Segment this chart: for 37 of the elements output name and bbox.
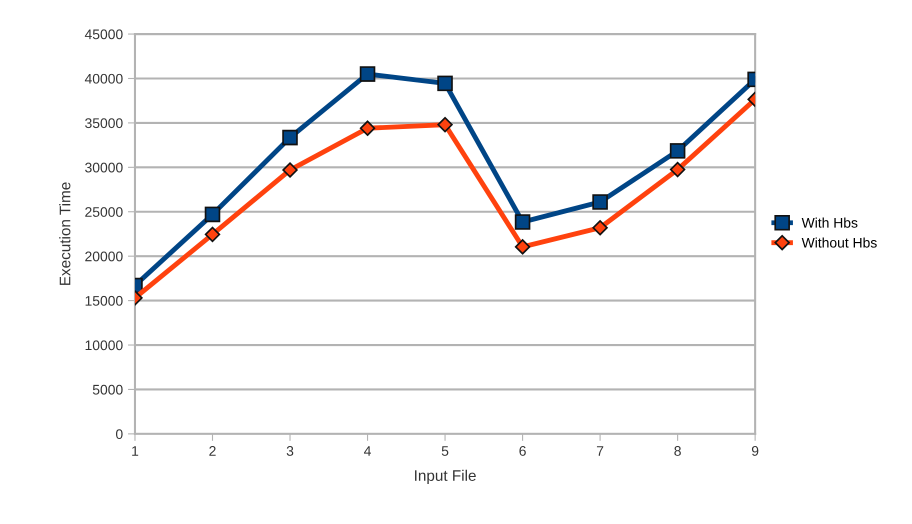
y-axis-title: Execution Time	[59, 182, 70, 285]
x-tick-label: 5	[442, 446, 448, 456]
point	[360, 120, 376, 136]
point	[670, 162, 686, 178]
point	[204, 226, 220, 242]
point	[360, 66, 376, 82]
point	[204, 206, 220, 222]
point	[592, 194, 608, 210]
y-tick-label: 10000	[86, 340, 123, 350]
legend-label: With Hbs	[802, 218, 858, 228]
point	[437, 76, 453, 92]
y-tick-label: 25000	[85, 207, 123, 217]
y-tick-label: 20000	[85, 252, 123, 262]
x-tick-label: 6	[519, 446, 526, 456]
x-tick-label: 1	[132, 446, 138, 456]
x-tick-label: 8	[674, 446, 681, 456]
y-tick-label: 35000	[85, 118, 123, 128]
x-axis-title: Input File	[415, 470, 476, 484]
x-tick-label: 3	[286, 446, 294, 456]
x-tick-label: 9	[752, 446, 758, 456]
point	[437, 116, 453, 132]
point	[514, 214, 530, 230]
y-tick-label: 45000	[84, 29, 123, 40]
y-tick-label: 40000	[84, 74, 123, 84]
y-tick-label: 0	[116, 429, 123, 440]
y-tick-label: 15000	[86, 296, 123, 306]
x-tick-label: 2	[209, 446, 216, 456]
point	[282, 130, 298, 146]
legend-label: Without Hbs	[802, 237, 877, 248]
y-tick-label: 5000	[92, 384, 123, 395]
point	[592, 220, 608, 236]
point	[514, 239, 530, 255]
y-tick-label: 30000	[85, 162, 123, 172]
point	[670, 143, 686, 159]
x-tick-label: 4	[364, 446, 371, 456]
point	[282, 162, 298, 178]
x-tick-label: 7	[596, 446, 604, 456]
